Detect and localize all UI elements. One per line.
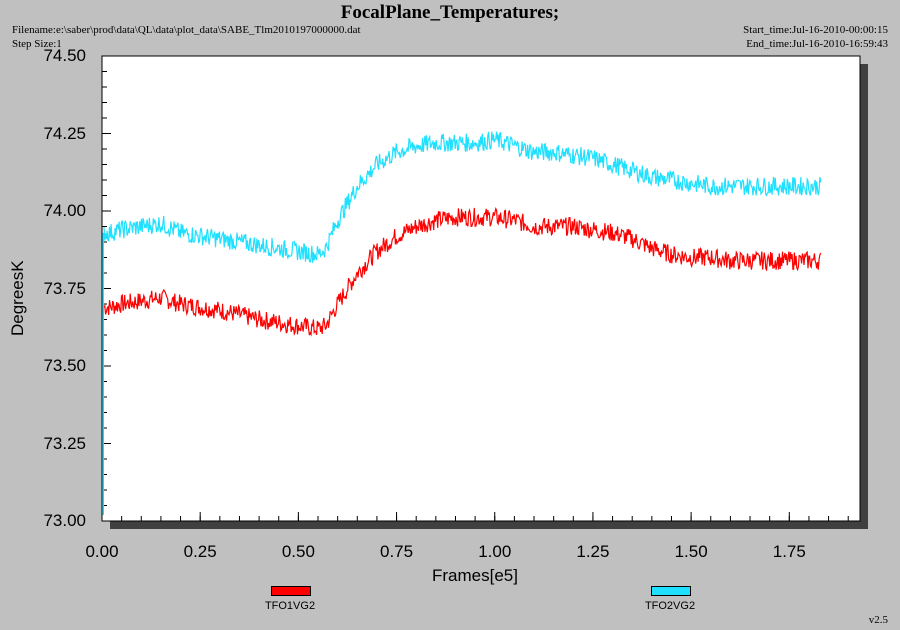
y-axis-label: DegreesK bbox=[8, 260, 27, 336]
x-axis-label: Frames[e5] bbox=[432, 566, 518, 585]
series-line-tfo1vg2 bbox=[103, 206, 822, 337]
end-time-text: End_time:Jul-16-2010-16:59:43 bbox=[746, 38, 888, 50]
x-tick-label: 1.50 bbox=[674, 542, 708, 561]
filename-text: Filename:e:\saber\prod\data\QL\data\plot… bbox=[12, 24, 361, 36]
legend-label-tfo2vg2: TFO2VG2 bbox=[644, 600, 696, 612]
x-tick-label: 0.25 bbox=[183, 542, 217, 561]
x-tick-label: 1.75 bbox=[772, 542, 806, 561]
series-line-tfo2vg2 bbox=[103, 131, 822, 264]
x-tick-label: 1.25 bbox=[576, 542, 610, 561]
plot-area bbox=[101, 55, 861, 522]
x-tick-label: 0.75 bbox=[380, 542, 414, 561]
y-tick-label: 74.50 bbox=[43, 46, 86, 65]
chart-title: FocalPlane_Temperatures; bbox=[340, 2, 560, 23]
version-text: v2.5 bbox=[868, 614, 888, 626]
step-size-text: Step Size:1 bbox=[12, 38, 62, 50]
y-tick-label: 74.25 bbox=[43, 123, 86, 143]
y-tick-label: 73.25 bbox=[43, 433, 86, 453]
y-tick-label: 73.50 bbox=[43, 356, 86, 375]
x-tick-label: 0.00 bbox=[85, 542, 119, 561]
y-tick-label: 73.75 bbox=[43, 278, 86, 298]
y-tick-label: 73.00 bbox=[43, 511, 86, 530]
legend-label-tfo1vg2: TFO1VG2 bbox=[264, 600, 316, 612]
legend-swatch-tfo1vg2 bbox=[271, 586, 311, 596]
start-time-text: Start_time:Jul-16-2010-00:00:15 bbox=[743, 24, 888, 36]
x-tick-label: 0.50 bbox=[281, 542, 315, 561]
y-tick-label: 74.00 bbox=[43, 201, 86, 220]
x-tick-label: 1.00 bbox=[478, 542, 512, 561]
legend-swatch-tfo2vg2 bbox=[651, 586, 691, 596]
